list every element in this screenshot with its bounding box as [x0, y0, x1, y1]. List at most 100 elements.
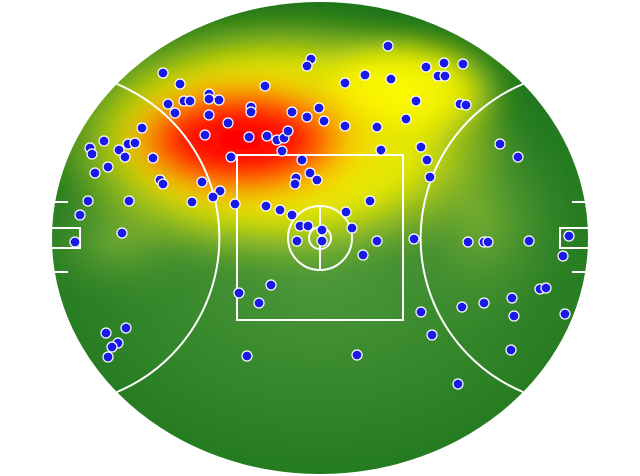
data-point — [229, 198, 241, 210]
data-point — [382, 40, 394, 52]
data-point — [408, 233, 420, 245]
data-point — [506, 292, 518, 304]
data-point — [74, 209, 86, 221]
data-point — [162, 98, 174, 110]
data-point — [222, 117, 234, 129]
data-point — [304, 167, 316, 179]
data-point — [276, 145, 288, 157]
data-point — [482, 236, 494, 248]
data-point — [301, 60, 313, 72]
data-point — [253, 297, 265, 309]
data-point — [357, 249, 369, 261]
data-point — [301, 111, 313, 123]
data-point — [557, 250, 569, 262]
data-point — [98, 135, 110, 147]
data-point — [400, 113, 412, 125]
data-point — [245, 106, 257, 118]
data-point — [214, 185, 226, 197]
data-point — [462, 236, 474, 248]
data-point — [452, 378, 464, 390]
data-point — [186, 196, 198, 208]
data-point — [113, 144, 125, 156]
data-point — [213, 94, 225, 106]
data-point — [311, 174, 323, 186]
data-point — [508, 310, 520, 322]
data-point — [415, 141, 427, 153]
data-point — [174, 78, 186, 90]
data-point — [420, 61, 432, 73]
data-point — [460, 99, 472, 111]
data-point — [225, 151, 237, 163]
data-point — [274, 204, 286, 216]
data-point — [439, 70, 451, 82]
data-point — [302, 220, 314, 232]
data-point — [457, 58, 469, 70]
data-point — [426, 329, 438, 341]
data-point — [196, 176, 208, 188]
data-point — [169, 107, 181, 119]
data-point — [199, 129, 211, 141]
data-point — [438, 57, 450, 69]
data-point — [265, 279, 277, 291]
data-point — [385, 73, 397, 85]
data-point — [184, 95, 196, 107]
data-point — [136, 122, 148, 134]
data-point — [316, 235, 328, 247]
data-point — [241, 350, 253, 362]
data-point — [259, 80, 271, 92]
data-point — [559, 308, 571, 320]
data-point — [339, 120, 351, 132]
data-point — [478, 297, 490, 309]
data-point — [102, 161, 114, 173]
data-point — [512, 151, 524, 163]
data-point — [375, 144, 387, 156]
data-point — [371, 235, 383, 247]
data-point — [291, 235, 303, 247]
data-point — [82, 195, 94, 207]
data-point — [123, 195, 135, 207]
data-point — [456, 301, 468, 313]
data-point — [421, 154, 433, 166]
data-point — [316, 224, 328, 236]
data-point — [207, 191, 219, 203]
data-point — [339, 77, 351, 89]
data-point — [282, 125, 294, 137]
data-point — [505, 344, 517, 356]
data-point — [233, 287, 245, 299]
data-point — [410, 95, 422, 107]
data-point — [203, 109, 215, 121]
data-point — [116, 227, 128, 239]
data-point — [563, 230, 575, 242]
data-point — [296, 154, 308, 166]
data-point — [494, 138, 506, 150]
data-point — [147, 152, 159, 164]
data-point — [286, 209, 298, 221]
data-point — [359, 69, 371, 81]
data-point — [69, 236, 81, 248]
data-point — [318, 115, 330, 127]
data-point — [89, 167, 101, 179]
data-point — [286, 106, 298, 118]
data-point — [415, 306, 427, 318]
data-point — [102, 351, 114, 363]
data-point — [100, 327, 112, 339]
data-point — [340, 206, 352, 218]
data-point — [261, 130, 273, 142]
data-point — [106, 341, 118, 353]
data-point — [313, 102, 325, 114]
data-point — [119, 151, 131, 163]
data-point — [289, 178, 301, 190]
data-point — [86, 148, 98, 160]
data-point — [260, 200, 272, 212]
data-point — [157, 67, 169, 79]
data-point — [523, 235, 535, 247]
data-point — [540, 282, 552, 294]
data-point — [346, 222, 358, 234]
data-point — [424, 171, 436, 183]
data-point — [120, 322, 132, 334]
data-point — [364, 195, 376, 207]
data-point — [157, 178, 169, 190]
data-point — [351, 349, 363, 361]
